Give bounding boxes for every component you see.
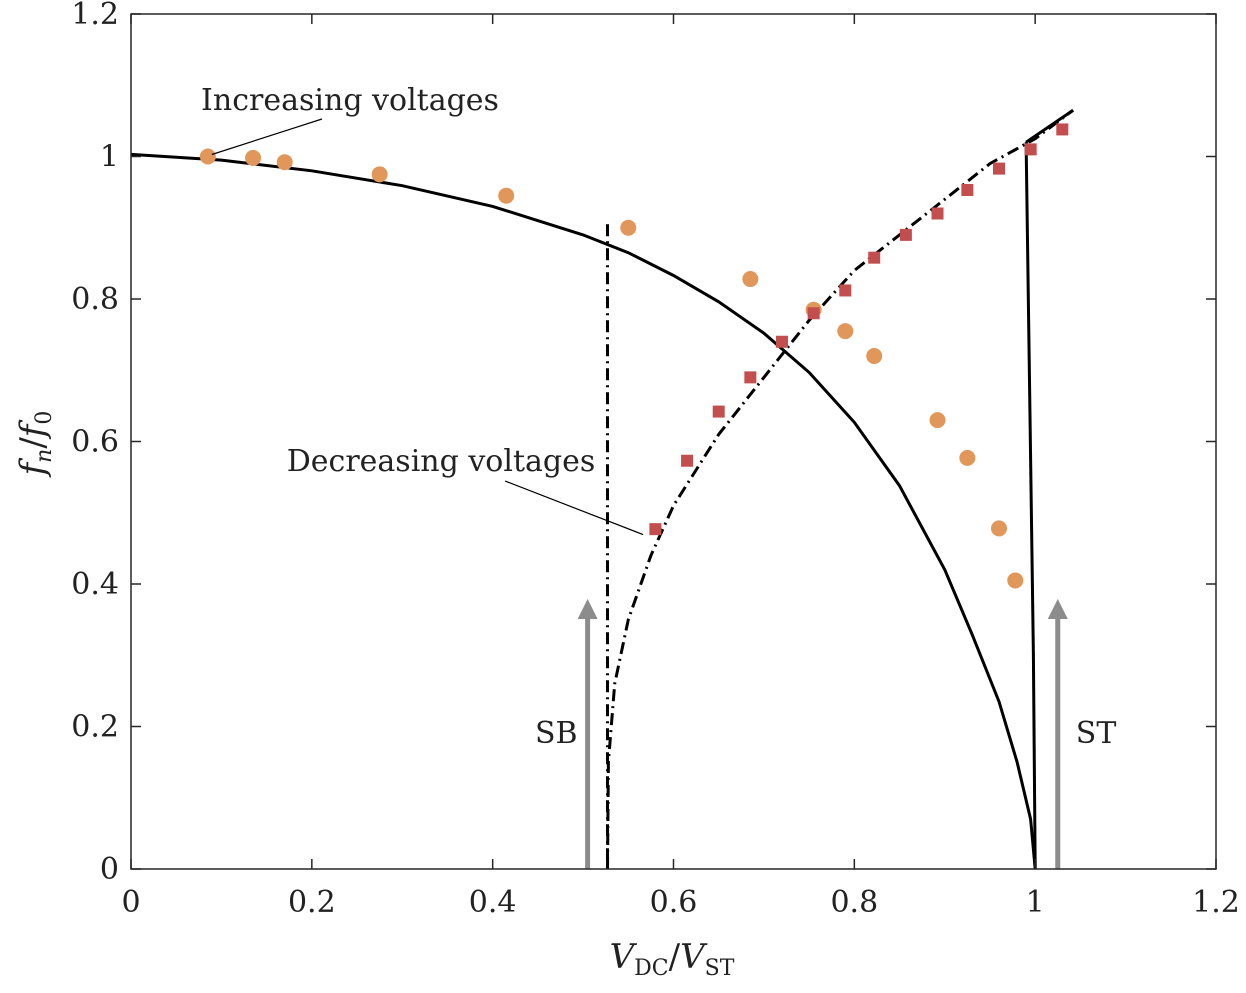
decreasing-sweep-curve — [606, 109, 1075, 870]
annotation-increasing-leader — [211, 118, 323, 156]
axes-frame — [130, 13, 1217, 870]
y-axis-title-slash: / — [13, 437, 53, 449]
circle-marker — [1007, 572, 1024, 589]
st-label: ST — [1076, 716, 1117, 751]
circle-marker — [959, 449, 976, 466]
circle-marker — [199, 148, 216, 165]
circle-marker — [837, 323, 854, 340]
x-tick-label: 1.2 — [1192, 885, 1240, 920]
square-marker — [868, 251, 881, 264]
x-tick-label: 0 — [121, 885, 140, 920]
circle-marker — [276, 154, 293, 171]
circle-marker — [620, 219, 637, 236]
circle-marker — [371, 166, 388, 183]
x-tick-label: 0.4 — [469, 885, 517, 920]
sb-label: SB — [535, 716, 578, 751]
x-tick-label: 0.2 — [288, 885, 336, 920]
upper-branch-line — [1025, 108, 1074, 144]
square-marker — [1024, 143, 1037, 156]
x-tick-label: 0.8 — [830, 885, 878, 920]
y-tick-label: 0 — [100, 852, 119, 887]
x-axis-title: VDC/VST — [610, 937, 735, 981]
x-axis-title-slash: / — [669, 937, 681, 977]
y-axis-title-sub1: n — [32, 449, 57, 463]
square-marker — [807, 307, 820, 320]
annotation-decreasing-leader — [504, 480, 644, 536]
snap-through-jump — [1024, 142, 1037, 870]
x-tick-label: 0.6 — [650, 885, 698, 920]
curve-layer — [130, 108, 1075, 870]
square-marker — [649, 523, 662, 536]
increasing-sweep-curve — [130, 152, 1037, 870]
x-tick-label: 1 — [1026, 885, 1045, 920]
y-axis-title: fn/f0 — [13, 411, 57, 479]
y-tick-label: 0.6 — [71, 425, 119, 460]
x-axis-title-main: V — [610, 937, 638, 977]
y-tick-label: 0.8 — [71, 282, 119, 317]
y-tick-label: 0.2 — [71, 710, 119, 745]
square-marker — [744, 371, 757, 384]
x-axis-title-main2: V — [680, 937, 708, 977]
square-marker — [681, 454, 694, 467]
y-tick-label: 1 — [100, 140, 119, 175]
y-tick-label: 0.4 — [71, 567, 119, 602]
arrow-layer — [577, 598, 1068, 869]
square-marker — [776, 335, 788, 348]
circle-marker — [866, 348, 883, 364]
circle-marker — [742, 271, 759, 288]
circle-marker — [991, 520, 1007, 537]
annotation-layer: Increasing voltages Decreasing voltages SB… — [201, 83, 1116, 751]
circle-marker — [245, 149, 262, 166]
circle-marker — [498, 187, 515, 204]
square-marker — [712, 405, 725, 418]
x-axis-title-sub2: ST — [705, 956, 735, 981]
y-axis-title-sub2: 0 — [32, 411, 57, 425]
circle-marker — [929, 412, 946, 429]
annotation-decreasing-voltages: Decreasing voltages — [287, 444, 596, 479]
plot-area-border — [130, 13, 1217, 870]
marker-layer — [199, 123, 1069, 589]
square-marker — [961, 183, 974, 196]
y-tick-label: 1.2 — [71, 0, 119, 32]
annotation-increasing-voltages: Increasing voltages — [201, 83, 499, 118]
square-marker — [839, 284, 852, 297]
square-marker — [993, 162, 1005, 175]
x-axis-title-sub1: DC — [634, 956, 668, 981]
square-marker — [1056, 123, 1069, 136]
square-marker — [931, 207, 944, 220]
tick-layer: 0 0.2 0.4 0.6 0.8 1 1.2 0 0.2 0.4 0.6 0.8 1 1.2 — [71, 0, 1240, 920]
square-marker — [899, 228, 912, 241]
